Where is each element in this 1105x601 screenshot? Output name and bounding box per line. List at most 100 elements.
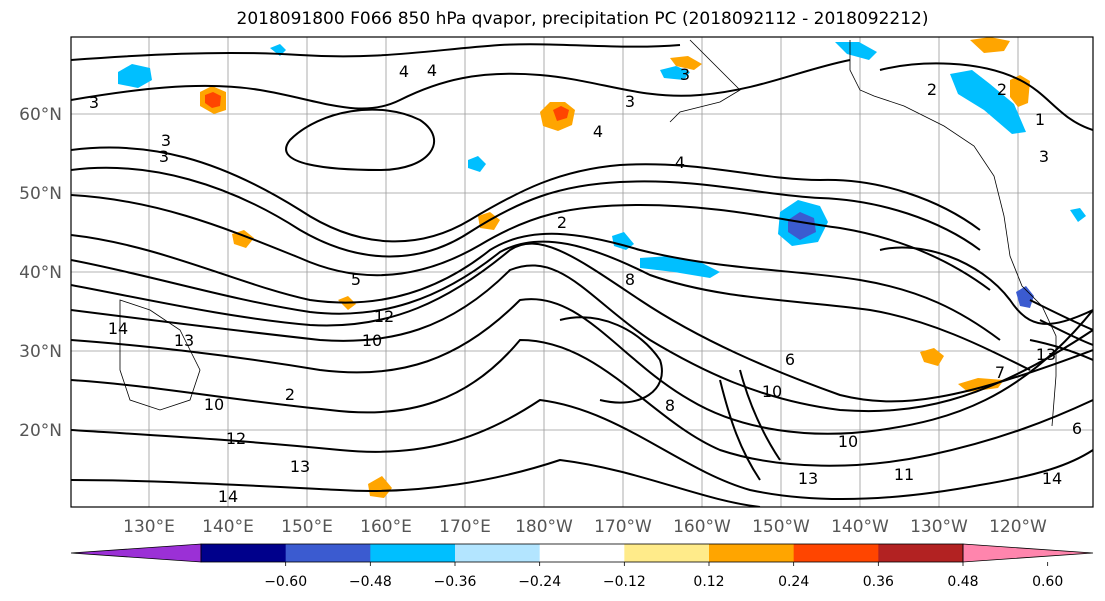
contour-label: 12 (374, 307, 394, 326)
colorbar-tick-label: 0.36 (863, 574, 894, 590)
contour-label: 2 (557, 213, 567, 232)
colorbar-tick-label: −0.24 (518, 574, 561, 590)
contour-label: 14 (218, 487, 238, 506)
contour-label: 3 (159, 147, 169, 166)
contour-label: 13 (174, 331, 194, 350)
lon-label: 130°W (910, 517, 968, 537)
lon-label: 120°W (989, 517, 1047, 537)
colorbar-tick-label: 0.12 (693, 574, 724, 590)
contour-label: 4 (427, 61, 437, 80)
colorbar-frame (200, 543, 964, 563)
colorbar-tick-label: 0.24 (778, 574, 809, 590)
lon-label: 160°E (360, 517, 412, 537)
lon-label: 140°E (202, 517, 254, 537)
precip-patch (670, 56, 702, 70)
colorbar-segment (709, 544, 795, 562)
contour-label: 6 (785, 350, 795, 369)
lon-label: 140°W (831, 517, 889, 537)
lon-label: 170°E (439, 517, 491, 537)
colorbar-tick-label: 0.48 (947, 574, 978, 590)
contour-label: 2 (997, 80, 1007, 99)
contour-label: 8 (625, 270, 635, 289)
precip-patch (118, 64, 152, 88)
colorbar-segment (285, 544, 371, 562)
colorbar-tick-label: −0.48 (349, 574, 392, 590)
lon-label: 180°W (515, 517, 573, 537)
contour-label: 10 (362, 331, 382, 350)
contour-label: 3 (680, 65, 690, 84)
precip-patch (612, 232, 634, 250)
contour-line (71, 146, 981, 243)
precip-patch (788, 212, 816, 240)
contour-label: 5 (351, 270, 361, 289)
latitude-labels: 60°N 50°N 40°N 30°N 20°N (19, 105, 62, 441)
contour-line (719, 379, 761, 481)
contour-label: 3 (1039, 147, 1049, 166)
lon-label: 150°W (752, 517, 810, 537)
lon-label: 150°E (281, 517, 333, 537)
colorbar-segment (878, 544, 964, 562)
colorbar-segment (624, 544, 710, 562)
contour-label: 13 (798, 469, 818, 488)
map-border (70, 36, 1094, 508)
contour-line (71, 59, 851, 110)
contour-line (71, 242, 1093, 403)
contour-label: 13 (290, 457, 310, 476)
contour-label: 12 (226, 429, 246, 448)
contour-label: 2 (927, 80, 937, 99)
contour-line (71, 43, 681, 61)
precip-patch (468, 156, 486, 172)
qvapor-contours (71, 43, 1093, 507)
colorbar-tick-label: 0.60 (1032, 574, 1063, 590)
figure-title: 2018091800 F066 850 hPa qvapor, precipit… (236, 9, 929, 29)
contour-line (71, 194, 991, 291)
contour-label: 1 (1035, 110, 1045, 129)
contour-label: 14 (108, 319, 128, 338)
colorbar-extend-low (70, 543, 202, 563)
contour-line (1029, 299, 1093, 331)
contour-label: 2 (285, 385, 295, 404)
contour-line (71, 166, 981, 258)
contour-label: 3 (161, 131, 171, 150)
contour-label: 4 (593, 122, 603, 141)
contour-line (739, 369, 781, 461)
precip-patch (640, 256, 720, 278)
contour-label: 11 (894, 465, 914, 484)
longitude-labels: 130°E 140°E 150°E 160°E 170°E 180°W 170°W 160°W… (123, 517, 1047, 537)
colorbar-tick-label: −0.36 (434, 574, 477, 590)
contour-line (71, 264, 1093, 413)
colorbar-segment (201, 544, 287, 562)
contour-label: 4 (675, 153, 685, 172)
contour-labels: 34 43 432321334512141310101213141110688101… (89, 61, 1082, 506)
contour-label: 10 (762, 382, 782, 401)
contour-label: 7 (995, 363, 1005, 382)
contour-label: 4 (399, 62, 409, 81)
precip-patch (970, 37, 1010, 53)
precip-patch (958, 378, 1004, 392)
colorbar-segment (539, 544, 625, 562)
contour-line (1039, 319, 1093, 346)
lon-label: 160°W (673, 517, 731, 537)
contour-line (559, 316, 663, 404)
lon-label: 130°E (123, 517, 175, 537)
colorbar-tick-label: −0.60 (264, 574, 307, 590)
lat-label: 60°N (19, 105, 62, 125)
contour-line (879, 62, 1093, 131)
contour-label: 10 (204, 395, 224, 414)
contour-label: 3 (625, 92, 635, 111)
precip-patch (920, 348, 944, 366)
precip-patch (660, 66, 690, 80)
contour-line (1029, 339, 1093, 361)
precip-patch (1070, 208, 1086, 222)
precip-patch (368, 476, 392, 498)
graticule (71, 37, 1093, 507)
lat-label: 30°N (19, 342, 62, 362)
contour-label: 8 (665, 396, 675, 415)
lon-label: 170°W (594, 517, 652, 537)
contour-line (71, 240, 1031, 371)
colorbar-tick-label: −0.12 (603, 574, 646, 590)
precip-patch (835, 42, 877, 60)
contour-label: 13 (1036, 345, 1056, 364)
contour-line (71, 232, 1001, 341)
